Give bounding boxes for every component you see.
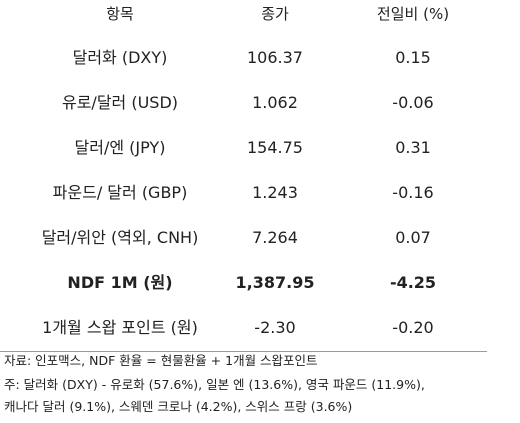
table-divider <box>0 351 487 352</box>
row-change: -0.20 <box>392 318 434 337</box>
row-item: NDF 1M (원) <box>67 273 173 292</box>
row-item: 달러화 (DXY) <box>72 48 168 67</box>
table-header: 항목 종가 전일비 (%) <box>0 0 520 34</box>
header-close: 종가 <box>261 5 289 23</box>
table-row: 달러화 (DXY) 106.37 0.15 <box>0 38 520 78</box>
row-change: 0.31 <box>395 138 431 157</box>
header-change: 전일비 (%) <box>376 5 450 23</box>
row-item: 달러/위안 (역외, CNH) <box>41 228 199 247</box>
source-note: 자료: 인포맥스, NDF 환율 = 현물환율 + 1개월 스왑포인트 <box>4 353 318 368</box>
table-row: 달러/엔 (JPY) 154.75 0.31 <box>0 128 520 168</box>
table-row: 1개월 스왑 포인트 (원) -2.30 -0.20 <box>0 308 520 348</box>
row-change: 0.07 <box>395 228 431 247</box>
row-close: 7.264 <box>252 228 298 247</box>
row-change: 0.15 <box>395 48 431 67</box>
row-close: 1,387.95 <box>235 273 315 292</box>
row-change: -0.16 <box>392 183 434 202</box>
row-item: 유로/달러 (USD) <box>61 93 179 112</box>
footnote-line-2: 캐나다 달러 (9.1%), 스웨덴 크로나 (4.2%), 스위스 프랑 (3… <box>4 399 353 414</box>
header-item: 항목 <box>106 5 134 23</box>
row-change: -4.25 <box>389 273 437 292</box>
row-item: 1개월 스왑 포인트 (원) <box>42 318 198 337</box>
table-row: 파운드/ 달러 (GBP) 1.243 -0.16 <box>0 173 520 213</box>
row-item: 파운드/ 달러 (GBP) <box>52 183 188 202</box>
row-change: -0.06 <box>392 93 434 112</box>
table-row: 유로/달러 (USD) 1.062 -0.06 <box>0 83 520 123</box>
table-row: NDF 1M (원) 1,387.95 -4.25 <box>0 263 520 303</box>
row-close: 106.37 <box>247 48 303 67</box>
row-item: 달러/엔 (JPY) <box>74 138 166 157</box>
row-close: 1.243 <box>252 183 298 202</box>
row-close: -2.30 <box>254 318 296 337</box>
row-close: 1.062 <box>252 93 298 112</box>
footnote-line-1: 주: 달러화 (DXY) - 유로화 (57.6%), 일본 엔 (13.6%)… <box>4 377 425 392</box>
row-close: 154.75 <box>247 138 303 157</box>
table-row: 달러/위안 (역외, CNH) 7.264 0.07 <box>0 218 520 258</box>
